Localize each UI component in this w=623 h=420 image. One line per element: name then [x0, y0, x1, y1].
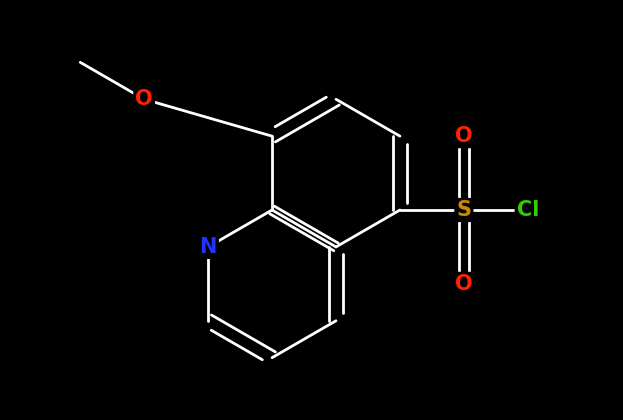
Text: O: O — [455, 126, 473, 146]
Text: S: S — [457, 200, 472, 220]
Text: O: O — [455, 274, 473, 294]
Text: Cl: Cl — [516, 200, 539, 220]
Text: N: N — [199, 237, 217, 257]
Text: O: O — [135, 89, 153, 109]
